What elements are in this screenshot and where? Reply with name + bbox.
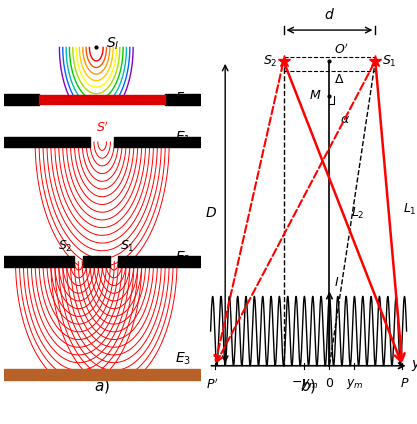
Text: $S_2$: $S_2$ xyxy=(263,53,277,69)
Text: $E_3$: $E_3$ xyxy=(175,351,191,367)
Text: $S_1$: $S_1$ xyxy=(382,53,396,69)
Text: $-y_m$: $-y_m$ xyxy=(291,377,318,391)
Text: $a)$: $a)$ xyxy=(94,377,110,395)
Text: $S'$: $S'$ xyxy=(95,120,109,135)
Text: $\Delta$: $\Delta$ xyxy=(334,73,344,86)
Text: $I$: $I$ xyxy=(334,276,339,289)
Text: $S_2$: $S_2$ xyxy=(58,239,72,254)
Text: $F$: $F$ xyxy=(175,91,185,105)
Text: $y_m$: $y_m$ xyxy=(346,377,363,391)
Text: $D$: $D$ xyxy=(205,206,217,220)
Text: $S_1$: $S_1$ xyxy=(120,239,135,254)
Text: $E_2$: $E_2$ xyxy=(175,250,191,266)
Text: $M$: $M$ xyxy=(309,89,321,102)
Text: $d$: $d$ xyxy=(324,7,335,22)
Text: $y$: $y$ xyxy=(411,358,417,373)
Text: $P$: $P$ xyxy=(400,377,409,391)
Text: $0$: $0$ xyxy=(325,377,334,391)
Text: $E_1$: $E_1$ xyxy=(175,130,191,146)
Text: $S_l$: $S_l$ xyxy=(106,35,120,52)
Text: $O'$: $O'$ xyxy=(334,42,349,57)
Text: $L_2$: $L_2$ xyxy=(351,206,365,221)
Text: $b)$: $b)$ xyxy=(301,377,317,395)
Text: $L_1$: $L_1$ xyxy=(403,202,417,217)
Text: $\alpha$: $\alpha$ xyxy=(340,113,350,126)
Text: $P'$: $P'$ xyxy=(206,377,219,392)
